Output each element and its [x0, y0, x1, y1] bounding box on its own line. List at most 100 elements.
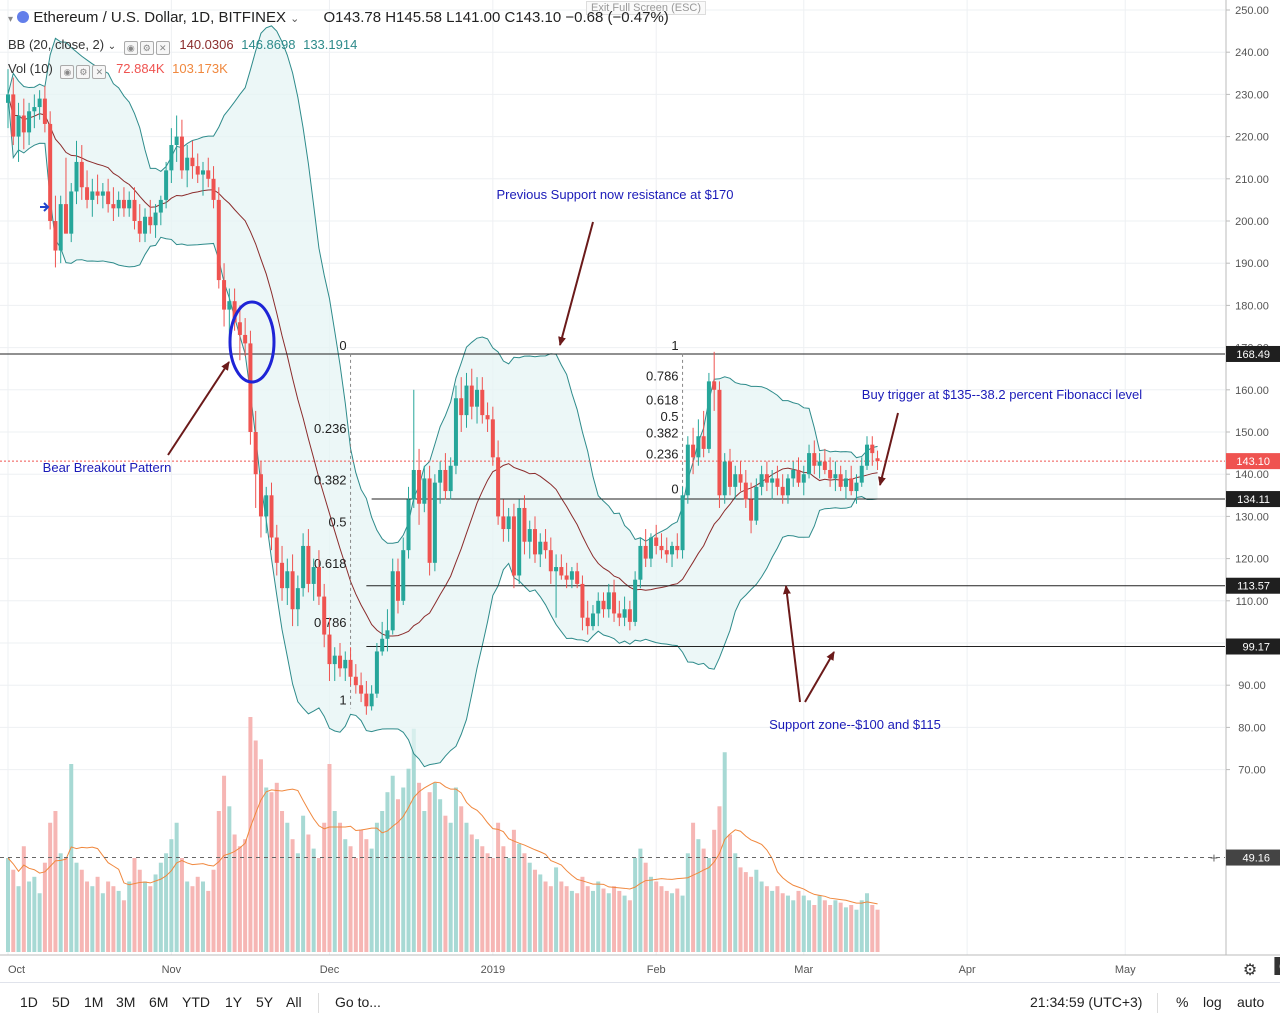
candle-body	[301, 545, 306, 589]
percent-toggle[interactable]: %	[1176, 994, 1189, 1010]
chevron-down-icon[interactable]: ⌄	[290, 13, 300, 25]
volume-bar	[670, 893, 675, 952]
candle	[301, 533, 306, 597]
timeframe-3m[interactable]: 3M	[116, 994, 136, 1010]
eye-icon[interactable]: ◉	[123, 41, 138, 55]
volume-bar	[174, 822, 179, 952]
candle-body	[132, 199, 137, 221]
candle-body	[127, 199, 132, 209]
volume-bar	[828, 905, 833, 952]
candle-body	[717, 389, 722, 496]
volume-bar	[712, 829, 717, 952]
price-tick-label: 200.00	[1235, 216, 1269, 228]
candle-body	[770, 478, 775, 483]
candle-body	[216, 199, 221, 281]
price-chart[interactable]: 0 0.236 0.382 0.5 0.618 0.786 1 1 0.786 0.618 0.5 0…	[0, 0, 1280, 982]
gear-icon[interactable]: ⚙	[76, 65, 91, 79]
exit-fullscreen-button[interactable]: Exit Full Screen (ESC)	[586, 1, 707, 15]
timeframe-5d[interactable]: 5D	[52, 994, 70, 1010]
candle	[701, 410, 706, 458]
candle	[469, 368, 474, 420]
timeframe-all[interactable]: All	[286, 994, 302, 1010]
volume-bar	[438, 799, 443, 952]
timeframe-6m[interactable]: 6M	[149, 994, 169, 1010]
volume-bar	[696, 839, 701, 952]
bollinger-bands	[7, 25, 878, 768]
volume-bar	[169, 839, 174, 952]
candle-body	[74, 161, 79, 192]
candle-body	[559, 567, 564, 576]
volume-bar	[222, 775, 227, 952]
log-toggle[interactable]: log	[1203, 994, 1222, 1010]
timeframe-1d[interactable]: 1D	[20, 994, 38, 1010]
volume-label[interactable]: Vol (10)	[8, 61, 53, 76]
volume-bar	[717, 806, 722, 952]
price-tick-label: 150.00	[1235, 427, 1269, 439]
price-label: 134.11	[1237, 494, 1270, 506]
volume-bar	[733, 853, 738, 952]
candle	[385, 609, 390, 652]
close-icon[interactable]: ✕	[155, 41, 170, 55]
candle-body	[575, 571, 580, 584]
candle	[79, 145, 84, 200]
chevron-down-icon[interactable]: ⌄	[107, 41, 117, 52]
volume-bar	[432, 782, 437, 952]
auto-toggle[interactable]: auto	[1237, 994, 1265, 1010]
volume-bar	[79, 869, 84, 952]
candle	[374, 643, 379, 698]
timeframe-1y[interactable]: 1Y	[225, 994, 243, 1010]
gear-icon[interactable]: ⚙	[139, 41, 154, 55]
volume-bar	[664, 890, 669, 952]
eye-icon[interactable]: ◉	[60, 65, 75, 79]
candle-body	[306, 545, 311, 584]
candle	[712, 351, 717, 411]
bb-fill	[8, 25, 878, 767]
goto-button[interactable]: Go to...	[335, 994, 381, 1010]
candle	[111, 187, 116, 221]
candle-body	[380, 638, 385, 652]
candle	[596, 592, 601, 627]
candle-body	[58, 204, 63, 251]
chevron-down-icon[interactable]: ▾	[8, 14, 14, 25]
candle-body	[496, 457, 501, 517]
timeframe-1m[interactable]: 1M	[84, 994, 104, 1010]
candle-body	[833, 474, 838, 479]
candle-body	[743, 482, 748, 500]
timeframe-ytd[interactable]: YTD	[182, 994, 210, 1010]
bb-label[interactable]: BB (20, close, 2)	[8, 37, 105, 52]
volume-bar	[759, 881, 764, 952]
candle-body	[485, 415, 490, 420]
bb-basis-value: 140.0306	[179, 37, 234, 52]
bb-lower-value: 133.1914	[303, 37, 358, 52]
volume-bar	[501, 846, 506, 952]
candle	[796, 457, 801, 487]
candle-body	[148, 216, 153, 226]
volume-bar	[364, 839, 369, 952]
bb-upper	[7, 25, 878, 544]
timeframe-5y[interactable]: 5Y	[256, 994, 274, 1010]
candle	[749, 482, 754, 534]
candle	[200, 161, 205, 196]
candle-body	[843, 478, 848, 487]
arrow-right-icon	[40, 202, 50, 212]
candle	[264, 486, 269, 534]
candle-body	[727, 461, 732, 487]
volume-bar	[770, 890, 775, 952]
candle-body	[95, 191, 100, 196]
candle	[106, 178, 111, 213]
volume-bar	[137, 869, 142, 952]
candle	[316, 550, 321, 606]
volume-bar	[601, 888, 606, 952]
price-tick-label: 190.00	[1235, 258, 1269, 270]
candle-body	[796, 469, 801, 483]
symbol-title[interactable]: Ethereum / U.S. Dollar, 1D, BITFINEX	[33, 9, 286, 26]
volume-bar	[258, 759, 263, 952]
arrow-support-lower	[804, 651, 835, 703]
fib-level-label: 0.786	[646, 368, 679, 383]
candle	[69, 183, 74, 243]
candle	[780, 474, 785, 504]
candle-body	[116, 199, 121, 209]
candle-body	[338, 655, 343, 669]
close-icon[interactable]: ✕	[92, 65, 107, 79]
